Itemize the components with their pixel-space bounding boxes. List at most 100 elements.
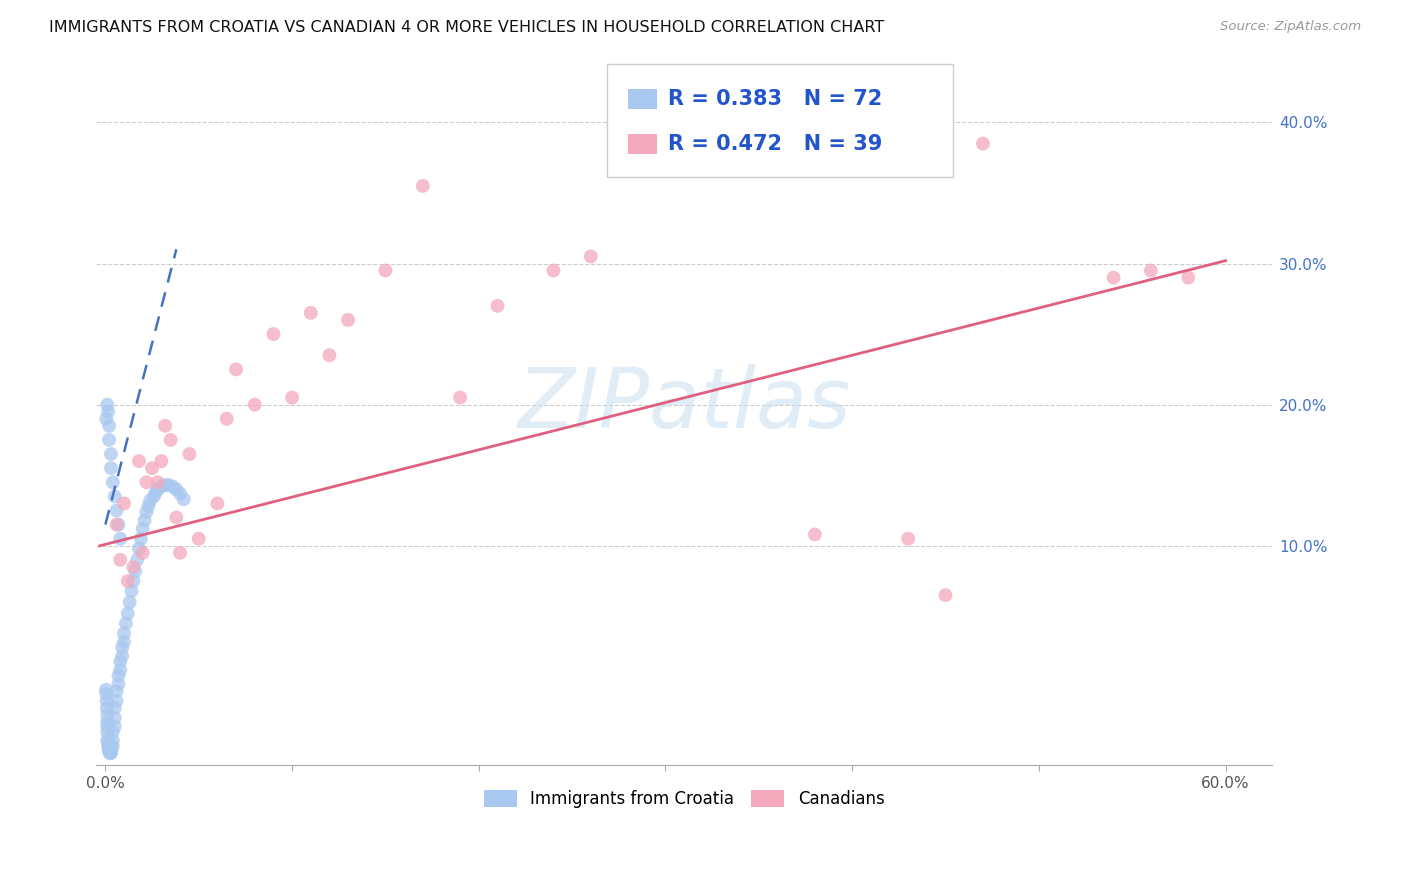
Point	[262, 327, 284, 342]
Point	[173, 492, 195, 507]
Point	[107, 668, 129, 682]
Point	[1177, 270, 1199, 285]
Point	[243, 398, 266, 412]
Point	[96, 708, 118, 723]
Point	[118, 595, 141, 609]
Point	[281, 391, 304, 405]
Point	[98, 418, 121, 433]
Point	[100, 461, 122, 475]
Point	[110, 663, 132, 677]
Point	[105, 503, 128, 517]
Point	[100, 447, 122, 461]
Point	[112, 496, 135, 510]
Point	[162, 479, 184, 493]
Point	[157, 478, 180, 492]
Point	[135, 505, 157, 519]
Point	[1140, 263, 1163, 277]
Point	[136, 500, 159, 514]
Point	[318, 348, 340, 362]
Point	[449, 391, 471, 405]
Point	[98, 743, 121, 757]
Point	[98, 746, 121, 760]
Point	[145, 485, 167, 500]
Point	[96, 701, 118, 715]
Point	[105, 694, 128, 708]
Point	[131, 546, 153, 560]
Point	[96, 725, 118, 739]
Point	[97, 405, 120, 419]
Point	[98, 742, 121, 756]
Point	[117, 574, 139, 588]
Point	[122, 574, 145, 588]
Point	[142, 489, 165, 503]
Point	[897, 532, 920, 546]
Point	[107, 677, 129, 691]
Point	[105, 517, 128, 532]
Point	[96, 411, 118, 425]
Point	[935, 588, 957, 602]
Point	[96, 719, 118, 733]
Text: ZIPatlas: ZIPatlas	[517, 365, 851, 445]
Point	[153, 478, 176, 492]
Point	[104, 701, 127, 715]
Point	[100, 746, 122, 760]
Point	[412, 178, 434, 193]
Point	[107, 517, 129, 532]
Point	[134, 513, 156, 527]
Point	[139, 493, 162, 508]
Text: Source: ZipAtlas.com: Source: ZipAtlas.com	[1220, 20, 1361, 33]
Point	[101, 739, 124, 754]
Point	[804, 527, 827, 541]
Point	[96, 715, 118, 730]
Point	[96, 687, 118, 701]
Point	[179, 447, 201, 461]
Point	[165, 510, 187, 524]
Point	[124, 564, 146, 578]
Point	[169, 546, 191, 560]
Point	[128, 541, 150, 556]
Point	[579, 249, 602, 263]
Point	[111, 640, 134, 655]
Point	[96, 733, 118, 747]
Point	[96, 398, 118, 412]
Point	[1102, 270, 1125, 285]
Point	[98, 745, 121, 759]
Point	[128, 454, 150, 468]
Point	[165, 483, 187, 497]
Point	[110, 655, 132, 669]
Point	[486, 299, 509, 313]
Point	[105, 684, 128, 698]
Point	[111, 648, 134, 663]
Point	[97, 739, 120, 754]
Point	[187, 532, 209, 546]
Point	[98, 740, 121, 755]
Point	[135, 475, 157, 490]
Point	[96, 694, 118, 708]
Point	[112, 626, 135, 640]
Point	[101, 475, 124, 490]
Point	[225, 362, 247, 376]
Point	[104, 489, 127, 503]
Point	[146, 475, 169, 490]
Point	[337, 313, 360, 327]
Point	[150, 479, 173, 493]
Text: IMMIGRANTS FROM CROATIA VS CANADIAN 4 OR MORE VEHICLES IN HOUSEHOLD CORRELATION : IMMIGRANTS FROM CROATIA VS CANADIAN 4 OR…	[49, 20, 884, 35]
Point	[972, 136, 994, 151]
Point	[141, 461, 163, 475]
Point	[207, 496, 229, 510]
Point	[100, 745, 122, 759]
Point	[115, 616, 138, 631]
Point	[98, 433, 121, 447]
Point	[117, 607, 139, 621]
Point	[104, 719, 127, 733]
Point	[374, 263, 396, 277]
Point	[146, 483, 169, 497]
Point	[104, 711, 127, 725]
Text: R = 0.383   N = 72: R = 0.383 N = 72	[668, 89, 882, 109]
Point	[299, 306, 322, 320]
Point	[129, 532, 152, 546]
Point	[101, 733, 124, 747]
Legend: Immigrants from Croatia, Canadians: Immigrants from Croatia, Canadians	[477, 783, 891, 815]
Point	[97, 736, 120, 750]
Point	[112, 634, 135, 648]
